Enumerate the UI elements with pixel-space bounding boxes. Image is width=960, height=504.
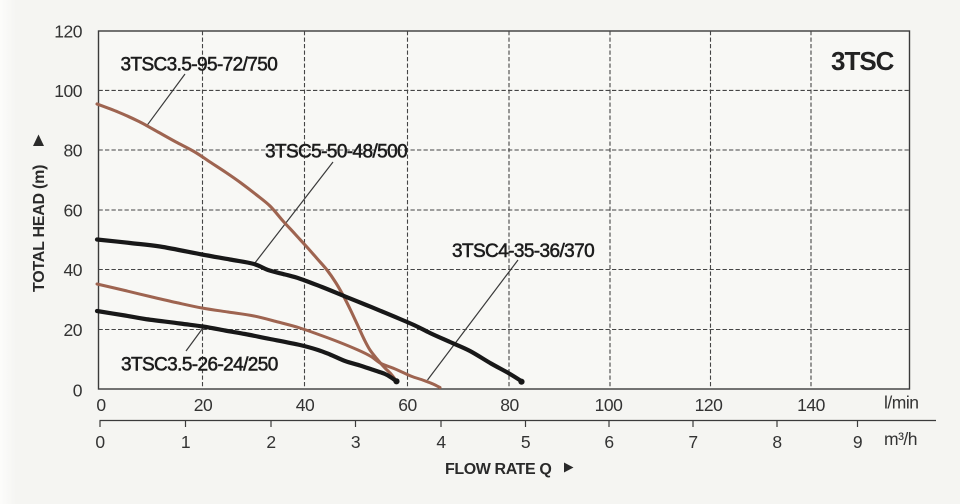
svg-text:m³/h: m³/h [884, 429, 917, 449]
svg-text:7: 7 [688, 432, 697, 452]
svg-text:120: 120 [695, 395, 723, 415]
svg-text:140: 140 [797, 395, 825, 415]
svg-text:0: 0 [96, 395, 106, 415]
svg-text:9: 9 [853, 432, 862, 452]
svg-text:5: 5 [521, 432, 530, 452]
svg-text:120: 120 [54, 21, 82, 41]
svg-text:4: 4 [436, 432, 446, 452]
svg-text:60: 60 [398, 395, 417, 415]
svg-text:l/min: l/min [884, 393, 918, 413]
svg-text:8: 8 [772, 432, 781, 452]
svg-text:1: 1 [181, 432, 190, 452]
svg-text:80: 80 [500, 395, 519, 415]
svg-text:3TSC: 3TSC [831, 46, 895, 76]
svg-text:3TSC4-35-36/370: 3TSC4-35-36/370 [452, 241, 594, 262]
svg-text:3: 3 [351, 432, 360, 452]
svg-text:100: 100 [595, 395, 623, 415]
svg-text:20: 20 [64, 320, 83, 340]
svg-text:0: 0 [73, 381, 83, 401]
svg-text:FLOW RATE Q: FLOW RATE Q [445, 461, 551, 478]
svg-text:TOTAL HEAD (m): TOTAL HEAD (m) [31, 165, 48, 292]
svg-text:100: 100 [54, 81, 82, 101]
svg-text:2: 2 [266, 432, 275, 452]
svg-text:40: 40 [64, 260, 83, 280]
svg-text:3TSC5-50-48/500: 3TSC5-50-48/500 [265, 142, 407, 163]
svg-text:60: 60 [64, 201, 83, 221]
svg-text:3TSC3.5-95-72/750: 3TSC3.5-95-72/750 [121, 55, 278, 76]
svg-text:80: 80 [64, 141, 83, 161]
svg-text:20: 20 [194, 395, 213, 415]
svg-text:3TSC3.5-26-24/250: 3TSC3.5-26-24/250 [121, 355, 278, 376]
svg-text:0: 0 [95, 432, 105, 452]
svg-text:40: 40 [296, 395, 315, 415]
svg-text:6: 6 [604, 432, 613, 452]
